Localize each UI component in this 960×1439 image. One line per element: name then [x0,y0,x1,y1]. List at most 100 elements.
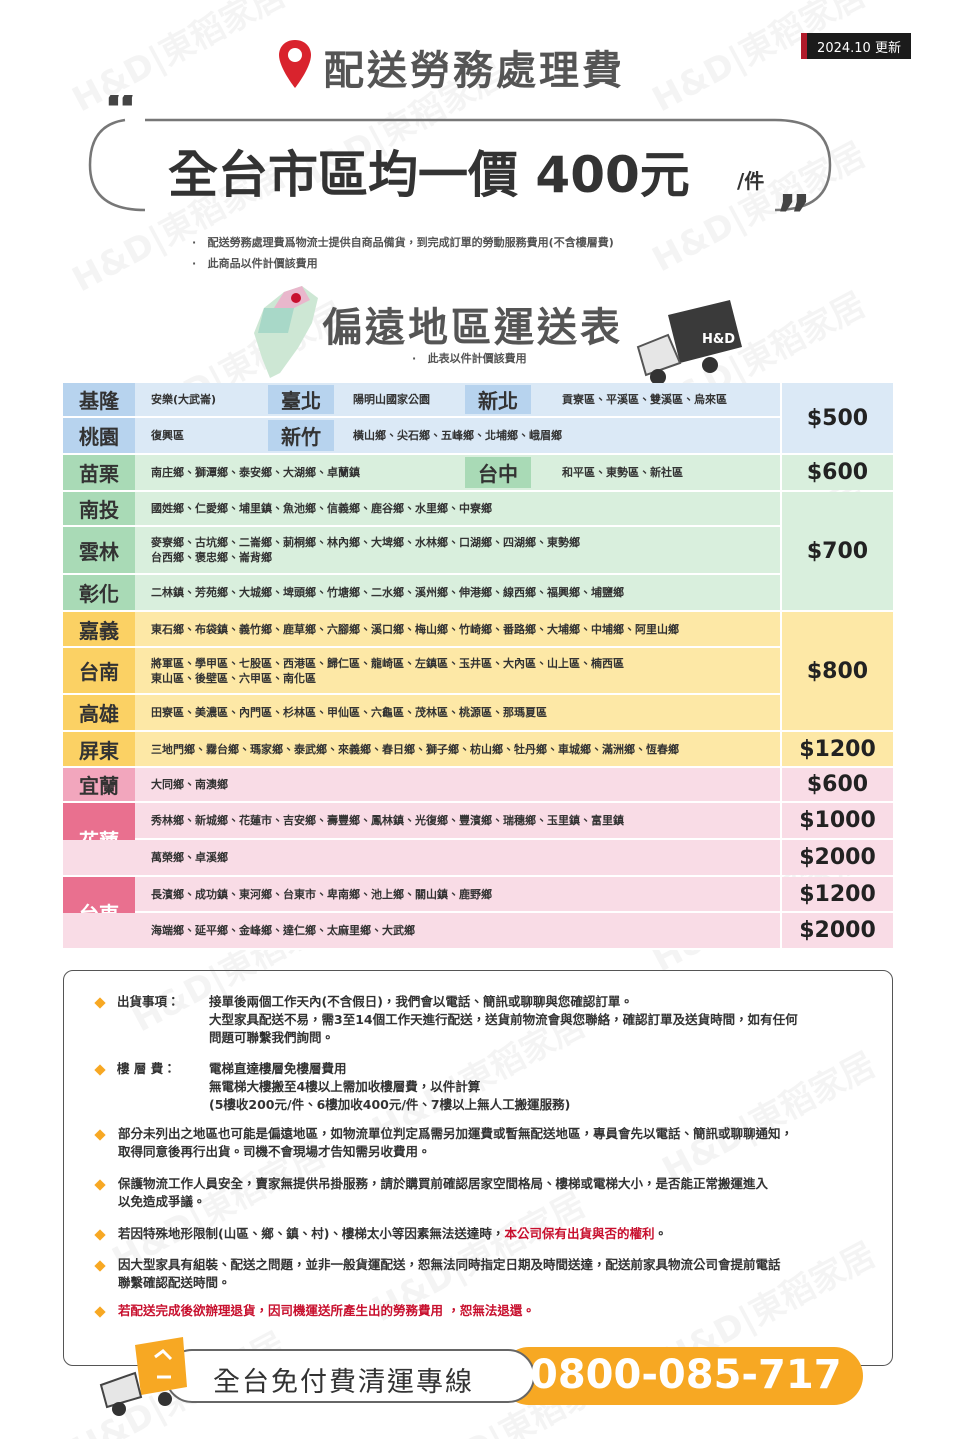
subtitle-text: 此表以件計價該費用 [427,352,527,365]
area-line: 和平區、東勢區、新社區 [562,466,683,479]
info-text: 若因特殊地形限制(山區、鄉、鎮、村)、樓梯太小等因素無法送達時，本公司保有出貨與… [118,1225,667,1243]
row-bg [63,455,780,492]
text: 接單後兩個工作天內(不含假日)，我們會以電話、簡訊或聊聊與您確認訂單。 [209,994,633,1009]
region-tag: 台中 [465,457,531,488]
info-line: 無電梯大樓搬至4樓以上需加收樓層費，以件計算 [209,1078,570,1096]
area-list: 東石鄉、布袋鎮、義竹鄉、鹿草鄉、六腳鄉、溪口鄉、梅山鄉、竹崎鄉、番路鄉、大埔鄉、… [151,612,776,646]
region-tag: 高雄 [63,695,135,730]
region-tag: 新竹 [268,420,334,451]
region-tag: 桃園 [63,418,135,453]
info-line: 聯繫確認配送時間。 [118,1274,781,1292]
text: 取得同意後再行出貨。司機不會現場才告知需另收費用。 [118,1144,431,1159]
text: 保護物流工作人員安全，賣家無提供吊掛服務，請於購買前確認居家空間格局、樓梯或電梯… [118,1176,769,1191]
area-list: 陽明山國家公園 [353,383,461,416]
area-line: 安樂(大武崙) [151,393,217,406]
label-pill [165,1349,535,1403]
text: 因大型家具有組裝、配送之問題，並非一般貨運配送，恕無法同時指定日期及時間送達，配… [118,1257,781,1272]
area-list: 田寮區、美濃區、內門區、杉林區、甲仙區、六龜區、茂林區、桃源區、那瑪夏區 [151,695,776,730]
area-line: 萬榮鄉、卓溪鄉 [151,851,228,864]
area-line: 南庄鄉、獅潭鄉、泰安鄉、大湖鄉、卓蘭鎮 [151,466,360,479]
text: 電梯直達樓層免樓層費用 [209,1061,347,1076]
remote-subtitle: · 此表以件計價該費用 [412,352,527,365]
price: $2000 [780,913,893,948]
area-list: 安樂(大武崙) [151,383,264,416]
row-bg [63,492,780,527]
area-list: 萬榮鄉、卓溪鄉 [151,840,776,875]
footer-label: 全台免付費清運專線 [213,1367,474,1398]
area-line: 大同鄉、南澳鄉 [151,778,228,791]
area-list: 秀林鄉、新城鄉、花蓮市、吉安鄉、壽豐鄉、鳳林鎮、光復鄉、豐濱鄉、瑞穗鄉、玉里鎮、… [151,803,776,838]
area-list: 麥寮鄉、古坑鄉、二崙鄉、莿桐鄉、林內鄉、大埤鄉、水林鄉、口湖鄉、四湖鄉、東勢鄉台… [151,527,776,573]
price: $2000 [780,840,893,875]
row-bg [63,383,780,418]
area-list: 復興區 [151,418,264,453]
price: $600 [780,455,893,490]
row-bg [63,418,780,455]
truck-icon: H&D [636,300,742,385]
area-line: 陽明山國家公園 [353,393,430,406]
headline-frame: “ ” [88,95,832,235]
price: $1200 [780,877,893,911]
area-list: 將軍區、學甲區、七股區、西港區、歸仁區、龍崎區、左鎮區、玉井區、大內區、山上區、… [151,648,776,693]
text: 部分未列出之地區也可能是偏遠地區，如物流單位判定爲需另加運費或暫無配送地區，專員… [118,1126,794,1141]
area-line: 海端鄉、延平鄉、金峰鄉、達仁鄉、太麻里鄉、大武鄉 [151,924,415,937]
region-tag: 臺北 [268,385,334,414]
info-line: 問題可聯繫我們詢問。 [209,1029,798,1047]
price: $1200 [780,732,893,766]
area-line: 貢寮區、平溪區、雙溪區、烏來區 [562,393,727,406]
area-line: 台西鄉、褒忠鄉、崙背鄉 [151,551,272,564]
area-line: 將軍區、學甲區、七股區、西港區、歸仁區、龍崎區、左鎮區、玉井區、大內區、山上區、… [151,656,624,670]
area-line: 長濱鄉、成功鎮、東河鄉、台東市、卑南鄉、池上鄉、關山鎮、鹿野鄉 [151,887,492,901]
area-line: 秀林鄉、新城鄉、花蓮市、吉安鄉、壽豐鄉、鳳林鎮、光復鄉、豐濱鄉、瑞穗鄉、玉里鎮、… [151,814,624,827]
info-line: (5樓收200元/件、6樓加收400元/件、7樓以上無人工搬運服務) [209,1096,570,1114]
info-text: 電梯直達樓層免樓層費用無電梯大樓搬至4樓以上需加收樓層費，以件計算 (5樓收200… [209,1060,570,1114]
row-bg [63,840,780,877]
info-text: 保護物流工作人員安全，賣家無提供吊掛服務，請於購買前確認居家空間格局、樓梯或電梯… [118,1175,768,1211]
area-list: 橫山鄉、尖石鄉、五峰鄉、北埔鄉、峨眉鄉 [353,418,776,453]
text: 聯繫確認配送時間。 [118,1275,231,1290]
price: $600 [780,768,893,801]
area-list: 二林鎮、芳苑鄉、大城鄉、埤頭鄉、竹塘鄉、二水鄉、溪州鄉、伸港鄉、線西鄉、福興鄉、… [151,575,776,610]
note: · 此商品以件計價該費用 [192,257,318,270]
row-bg [63,612,780,648]
pin-icon [279,40,311,88]
info-line: 若因特殊地形限制(山區、鄉、鎮、村)、樓梯太小等因素無法送達時，本公司保有出貨與… [118,1225,667,1243]
info-line: 部分未列出之地區也可能是偏遠地區，如物流單位判定爲需另加運費或暫無配送地區，專員… [118,1125,793,1143]
notes: · 配送勞務處理費爲物流士提供自商品備貨，到完成訂單的勞動服務費用(不含樓層費)… [192,232,614,274]
headline: 全台市區均一價 400元 [168,146,690,204]
note: · 配送勞務處理費爲物流士提供自商品備貨，到完成訂單的勞動服務費用(不含樓層費) [192,236,614,249]
text: 大型家具配送不易，需3至14個工作天進行配送，送貨前物流會與您聯絡，確認訂單及送… [209,1012,798,1027]
area-line: 麥寮鄉、古坑鄉、二崙鄉、莿桐鄉、林內鄉、大埤鄉、水林鄉、口湖鄉、四湖鄉、東勢鄉 [151,536,580,549]
region-tag: 台南 [63,648,135,693]
area-list: 和平區、東勢區、新社區 [562,455,776,490]
footer-phone: 0800-085-717 [530,1352,842,1398]
price: $500 [780,383,893,453]
area-line: 橫山鄉、尖石鄉、五峰鄉、北埔鄉、峨眉鄉 [353,429,562,442]
row-bg [63,803,780,840]
truck-logo: H&D [702,332,735,347]
text: 問題可聯繫我們詢問。 [209,1030,335,1045]
region-tag: 屏東 [63,732,135,766]
highlight: 本公司保有出貨與否的權利 [504,1226,655,1241]
row-bg [63,575,780,612]
text: 無電梯大樓搬至4樓以上需加收樓層費，以件計算 [209,1079,481,1094]
area-list: 國姓鄉、仁愛鄉、埔里鎮、魚池鄉、信義鄉、鹿谷鄉、水里鄉、中寮鄉 [151,492,776,525]
taiwan-map [254,286,318,378]
region-tag: 彰化 [63,575,135,610]
svg-text:“: “ [103,95,140,143]
text: 若因特殊地形限制(山區、鄉、鎮、村)、樓梯太小等因素無法送達時， [118,1226,505,1241]
text: 以免造成爭議。 [118,1194,206,1209]
price: $800 [780,612,893,730]
page-title: 配送勞務處理費 [324,48,625,94]
info-line: 若配送完成後欲辦理退貨，因司機運送所產生出的勞務費用 ，恕無法退還。 [118,1302,535,1320]
row-bg [63,648,780,695]
info-line: 因大型家具有組裝、配送之問題，並非一般貨運配送，恕無法同時指定日期及時間送達，配… [118,1256,781,1274]
info-text: 因大型家具有組裝、配送之問題，並非一般貨運配送，恕無法同時指定日期及時間送達，配… [118,1256,781,1292]
area-line: 二林鎮、芳苑鄉、大城鄉、埤頭鄉、竹塘鄉、二水鄉、溪州鄉、伸港鄉、線西鄉、福興鄉、… [151,586,624,599]
region-tag: 苗栗 [63,455,135,490]
recycle-truck [99,1337,187,1416]
info-line: 電梯直達樓層免樓層費用 [209,1060,570,1078]
area-line: 田寮區、美濃區、內門區、杉林區、甲仙區、六龜區、茂林區、桃源區、那瑪夏區 [151,706,547,719]
update-badge: 2024.10 更新 [801,33,911,59]
area-line: 復興區 [151,429,184,442]
